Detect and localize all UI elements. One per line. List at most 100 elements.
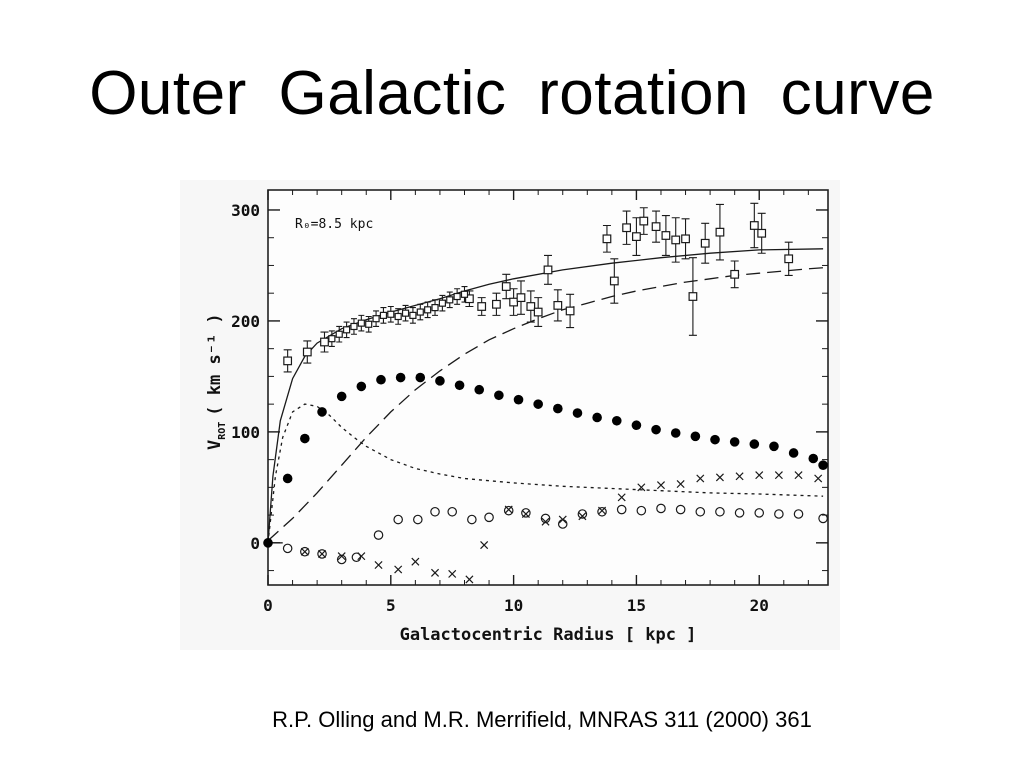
open-square-point [477, 302, 487, 311]
rotation-curve-figure: 0 5 10 15 20 0 100 200 300 R₀=8.5 kpc Galactocen… [180, 180, 840, 650]
open-square-point [553, 300, 563, 310]
y-axis-label-sub: ROT [217, 422, 228, 440]
dotted-model-curve [267, 403, 824, 543]
inner-square-point [365, 320, 373, 328]
open-circle-point [754, 508, 765, 518]
cross-point [735, 472, 744, 481]
open-square-point [302, 347, 312, 357]
filled-circle-point [317, 407, 327, 417]
filled-circle-point [395, 372, 406, 383]
open-circle-point [503, 505, 514, 516]
open-square-point [671, 235, 681, 245]
inner-square-point [460, 290, 469, 298]
y-tick-label: 0 [250, 534, 260, 553]
cross-point [480, 541, 489, 550]
y-axis-label-main: V [205, 440, 225, 450]
x-tick-label: 5 [386, 596, 396, 615]
open-square-point [465, 294, 474, 304]
cross-point [656, 481, 666, 490]
filled-circle-point [651, 424, 661, 435]
cross-point [774, 471, 783, 480]
open-square-point [543, 265, 553, 275]
open-circle-point [540, 513, 551, 524]
cross-point [448, 569, 457, 578]
cross-point [374, 561, 383, 570]
filled-circle-point [690, 431, 701, 442]
open-square-point [700, 238, 710, 248]
cross-point [430, 568, 440, 577]
open-circle-point [616, 504, 627, 515]
filled-circle-point [474, 384, 485, 395]
plot-frame [267, 189, 829, 586]
open-square-point [651, 222, 661, 232]
y-tick-label: 200 [231, 312, 260, 331]
inner-square-point [335, 330, 343, 338]
x-tick-label: 15 [627, 596, 646, 615]
x-tick-label: 20 [750, 596, 769, 615]
filled-circle-point [670, 428, 681, 438]
open-square-point [730, 269, 740, 279]
filled-circle-point [788, 448, 799, 458]
filled-circle-point [729, 437, 740, 447]
filled-circle-point [494, 390, 504, 401]
open-circle-point [521, 508, 531, 518]
x-axis-label: Galactocentric Radius [ kpc ] [400, 625, 697, 645]
open-square-point [501, 282, 511, 291]
open-square-point [715, 227, 725, 237]
open-circle-point [675, 504, 686, 515]
inner-square-point [438, 299, 446, 307]
filled-circle-point [818, 460, 828, 470]
x-tick-label: 0 [263, 596, 273, 615]
open-square-point [632, 232, 641, 242]
filled-circle-point [611, 415, 622, 426]
open-circle-point [656, 503, 666, 514]
filled-circle-point [553, 403, 563, 414]
cross-point [337, 552, 346, 561]
inner-square-point [394, 312, 402, 321]
cross-point [300, 547, 309, 556]
open-square-point [320, 337, 329, 347]
cross-point [504, 505, 513, 514]
filled-circle-point [710, 434, 720, 445]
inner-square-point [379, 311, 388, 319]
cross-point [394, 565, 403, 574]
open-circle-point [734, 508, 745, 518]
filled-circle-point [749, 439, 760, 449]
open-circle-point [336, 554, 347, 565]
inner-square-point [424, 306, 432, 314]
open-circle-point [282, 543, 293, 554]
open-circle-point [715, 506, 725, 517]
filled-circle-point [435, 376, 445, 386]
open-square-point [509, 297, 519, 307]
open-circle-point [636, 505, 647, 516]
open-square-point [565, 306, 575, 316]
open-circle-point [467, 514, 477, 525]
open-square-point [492, 299, 501, 309]
inner-square-point [387, 310, 395, 318]
open-circle-point [413, 514, 423, 525]
cross-point [465, 575, 474, 584]
cross-point [696, 474, 705, 483]
open-circle-point [695, 506, 706, 517]
open-circle-point [774, 509, 784, 519]
y-tick-label: 100 [231, 423, 260, 442]
filled-circle-point [336, 391, 347, 402]
inner-square-point [372, 315, 380, 323]
open-square-point [784, 254, 794, 264]
open-square-point [609, 276, 619, 286]
open-square-point [681, 234, 690, 244]
cross-point [637, 483, 646, 492]
inner-square-point [453, 292, 461, 301]
cross-point [676, 480, 685, 489]
filled-circle-point [533, 399, 543, 409]
open-square-point [516, 293, 526, 303]
filled-circle-point [631, 420, 642, 431]
open-circle-point [430, 506, 440, 517]
cross-point [755, 471, 764, 480]
open-square-point [757, 228, 767, 238]
open-circle-point [317, 549, 327, 559]
filled-circle-point [282, 473, 293, 484]
open-circle-point [393, 514, 403, 525]
filled-circle-point [808, 453, 819, 464]
